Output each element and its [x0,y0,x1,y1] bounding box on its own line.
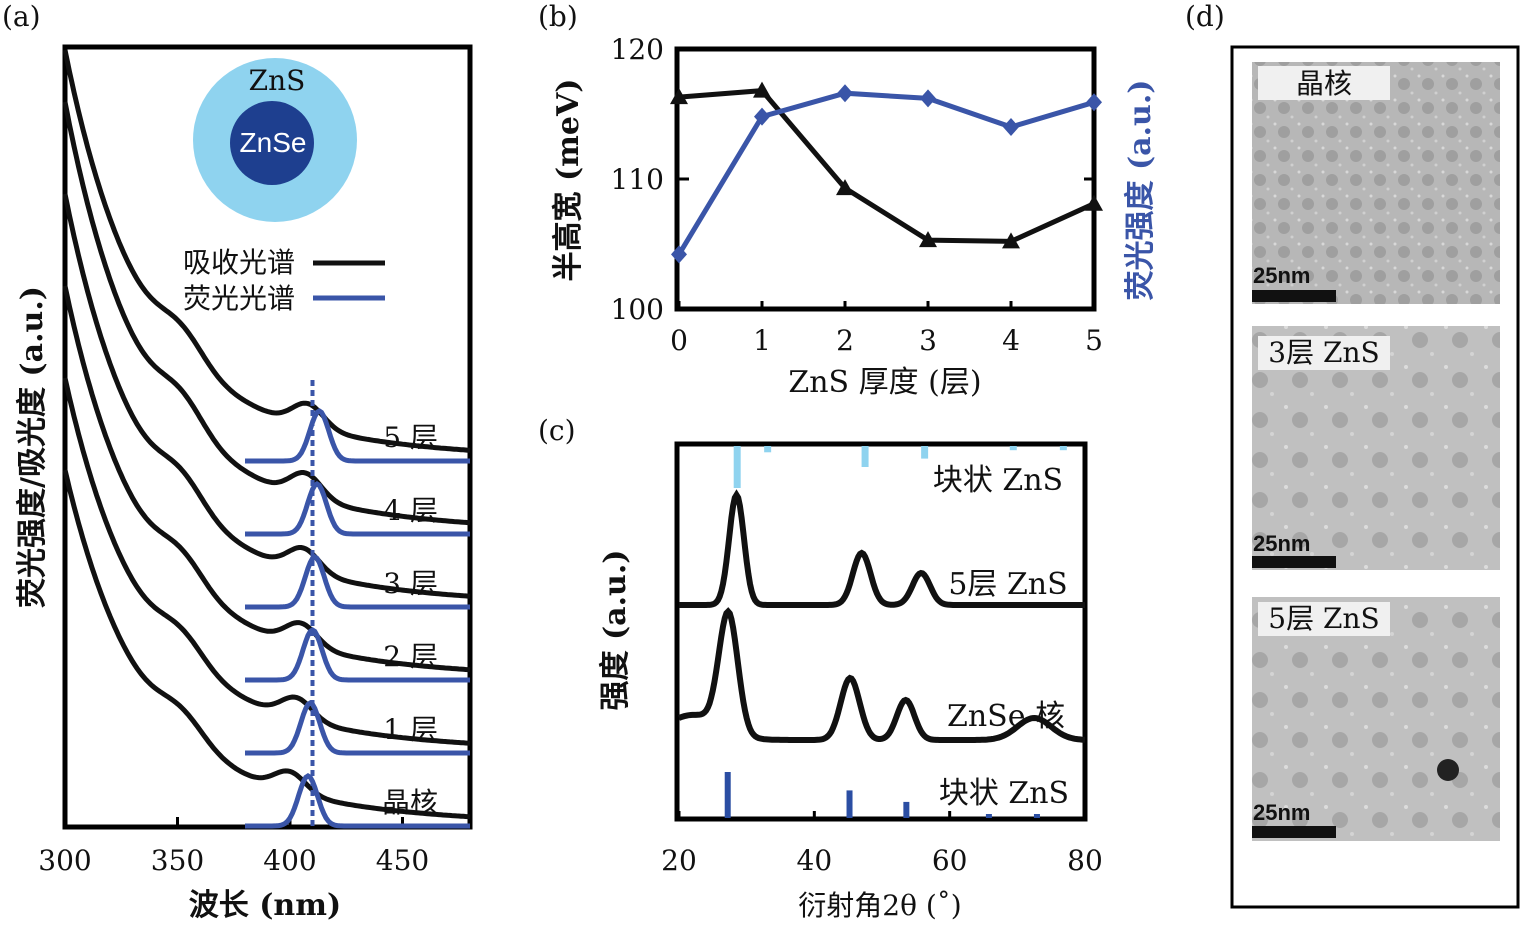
panel-b-point-fwhm [1002,232,1020,249]
panel-c-x-tick-label: 20 [661,844,697,877]
fluorescence-curve [245,554,470,610]
tem-label-3layer: 3层 ZnS [1268,336,1379,369]
sample-label: 1 层 [383,713,438,746]
panel-label-a: (a) [2,0,41,33]
panel-b-x-tick-label: 0 [670,324,688,357]
sample-label: 4 层 [383,494,438,527]
tem-scalebar-core [1252,290,1336,302]
panel-c-x-tick-label: 40 [797,844,833,877]
tem-label-5layer: 5层 ZnS [1268,602,1379,635]
panel-b-frame [674,46,1097,312]
panel-b-point-intensity [920,89,936,108]
panel-c-x-tick-label: 60 [932,844,968,877]
panel-b-x-tick-label: 5 [1085,324,1103,357]
panel-b-point-fwhm [1085,194,1103,211]
panel-b-series-line [678,88,1096,244]
inset-core-label: ZnSe [240,127,307,158]
panel-b-y-tick-label: 100 [611,293,664,326]
panel-b-x-tick-label: 3 [919,324,937,357]
absorption-curve [62,469,471,820]
tem-image-core: 晶核 25nm [1252,62,1500,304]
sample-label: 5 层 [383,421,438,454]
sample-label: 晶核 [382,786,438,819]
panel-a-x-ticks: 300 350 400 450 [38,817,429,877]
panel-c-x-tick-label: 80 [1067,844,1103,877]
panel-b-point-fwhm [753,81,771,98]
fluorescence-curve [245,408,470,464]
tem-image-3layer: 3层 ZnS 25nm [1252,326,1500,570]
panel-b-ticks: 0 1 2 3 4 5 100 110 120 [611,33,1103,357]
panel-b-point-fwhm [670,88,688,105]
panel-b-point-intensity [837,84,853,103]
panel-b-y-tick-label: 110 [611,163,664,196]
panel-c-frame [674,441,1088,822]
panel-c-label-core: ZnSe 核 [947,699,1065,734]
panel-b-series [670,81,1103,264]
panel-b-xlabel: ZnS 厚度 (层) [788,365,981,400]
panel-a-ylabel: 荧光强度/吸光度 (a.u.) [15,286,50,608]
absorption-curve [62,285,471,673]
tem-label-core: 晶核 [1296,67,1352,100]
panel-b-point-intensity [754,107,770,126]
panel-b-point-fwhm [836,179,854,196]
fluorescence-curve [245,700,470,756]
panel-a-curves [62,49,471,829]
panel-label-d: (d) [1185,0,1225,33]
panel-a-sample-labels: 晶核 1 层 2 层 3 层 4 层 5 层 [382,421,438,819]
panel-c-pattern-core [678,607,1086,743]
panel-c-label-bulk-top: 块状 ZnS [933,463,1063,498]
panel-b-x-tick-label: 4 [1002,324,1020,357]
panel-b-y-tick-label: 120 [611,33,664,66]
panel-b-point-fwhm [919,231,937,248]
absorption-curve [62,101,471,526]
panel-a-tick-label: 450 [376,844,429,877]
panel-b-series-line [676,90,1095,256]
panel-a-tick-label: 300 [38,844,91,877]
core-circle [230,101,314,185]
fluorescence-curve [245,627,470,683]
panel-c-label-5layer: 5层 ZnS [948,567,1067,602]
tem-scale-3layer: 25nm [1253,531,1310,556]
panel-c-xlabel: 衍射角2θ (˚) [798,889,961,922]
tem-image-5layer: 5层 ZnS 25nm [1252,597,1500,841]
panel-b-point-intensity [1003,118,1019,136]
absorption-curve [62,193,471,599]
panel-a-xlabel: 波长 (nm) [189,888,341,923]
legend-absorption-label: 吸收光谱 [183,246,295,279]
legend-fluorescence-label: 荧光光谱 [183,282,295,315]
panel-c-content: 20 40 60 80 [661,446,1103,877]
tem-scale-core: 25nm [1253,263,1310,288]
sample-label: 2 层 [383,640,438,673]
panel-d-frame [1230,45,1520,909]
panel-b-point-intensity [671,245,687,264]
absorption-curve [62,377,471,746]
fluorescence-curve [245,481,470,537]
panel-b-ylabel-right: 荧光强度 (a.u.) [1123,80,1158,301]
panel-label-c: (c) [538,414,576,447]
panel-b-ylabel-left: 半高宽 (meV) [551,79,586,282]
panel-a-tick-label: 400 [263,844,316,877]
panel-b-x-tick-label: 1 [753,324,771,357]
panel-c-ylabel: 强度 (a.u.) [598,550,633,711]
sample-label: 3 层 [383,567,438,600]
panel-b-point-intensity [1086,93,1102,112]
absorption-curve [62,49,471,453]
inset-shell-label: ZnS [249,64,306,97]
tem-scale-5layer: 25nm [1253,800,1310,825]
panel-b-x-tick-label: 2 [836,324,854,357]
panel-a-tick-label: 350 [151,844,204,877]
fluorescence-curve [245,773,470,829]
tem-scalebar-5layer [1252,826,1336,838]
panel-c-label-bulk-bottom: 块状 ZnS [939,776,1069,811]
panel-label-b: (b) [538,0,578,33]
tem-scalebar-3layer [1252,556,1336,568]
panel-c-pattern-5layer [679,489,1085,608]
